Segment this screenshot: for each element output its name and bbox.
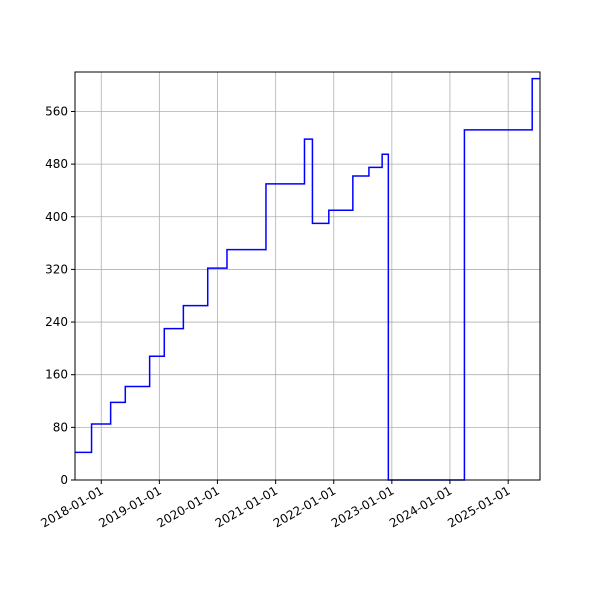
y-tick-label: 560 [45, 104, 68, 118]
grid [75, 72, 540, 481]
x-tick-label: 2021-01-01 [213, 483, 280, 530]
y-tick-label: 240 [45, 315, 68, 329]
x-tick-label: 2018-01-01 [38, 483, 105, 530]
y-tick-label: 400 [45, 210, 68, 224]
y-tick-label: 0 [60, 473, 68, 487]
x-tick-label: 2019-01-01 [96, 483, 163, 530]
y-tick-label: 480 [45, 157, 68, 171]
plot-frame [74, 71, 541, 481]
axis-ticks [71, 110, 509, 484]
x-tick-label: 2025-01-01 [445, 483, 512, 530]
series-layer [75, 77, 540, 481]
x-tick-label: 2022-01-01 [271, 483, 338, 530]
y-tick-label: 80 [53, 420, 68, 434]
y-tick-label: 160 [45, 368, 68, 382]
x-tick-label: 2020-01-01 [155, 483, 222, 530]
series-line [75, 77, 540, 481]
y-tick-label: 320 [45, 262, 68, 276]
x-tick-label: 2024-01-01 [387, 483, 454, 530]
x-tick-label: 2023-01-01 [329, 483, 396, 530]
